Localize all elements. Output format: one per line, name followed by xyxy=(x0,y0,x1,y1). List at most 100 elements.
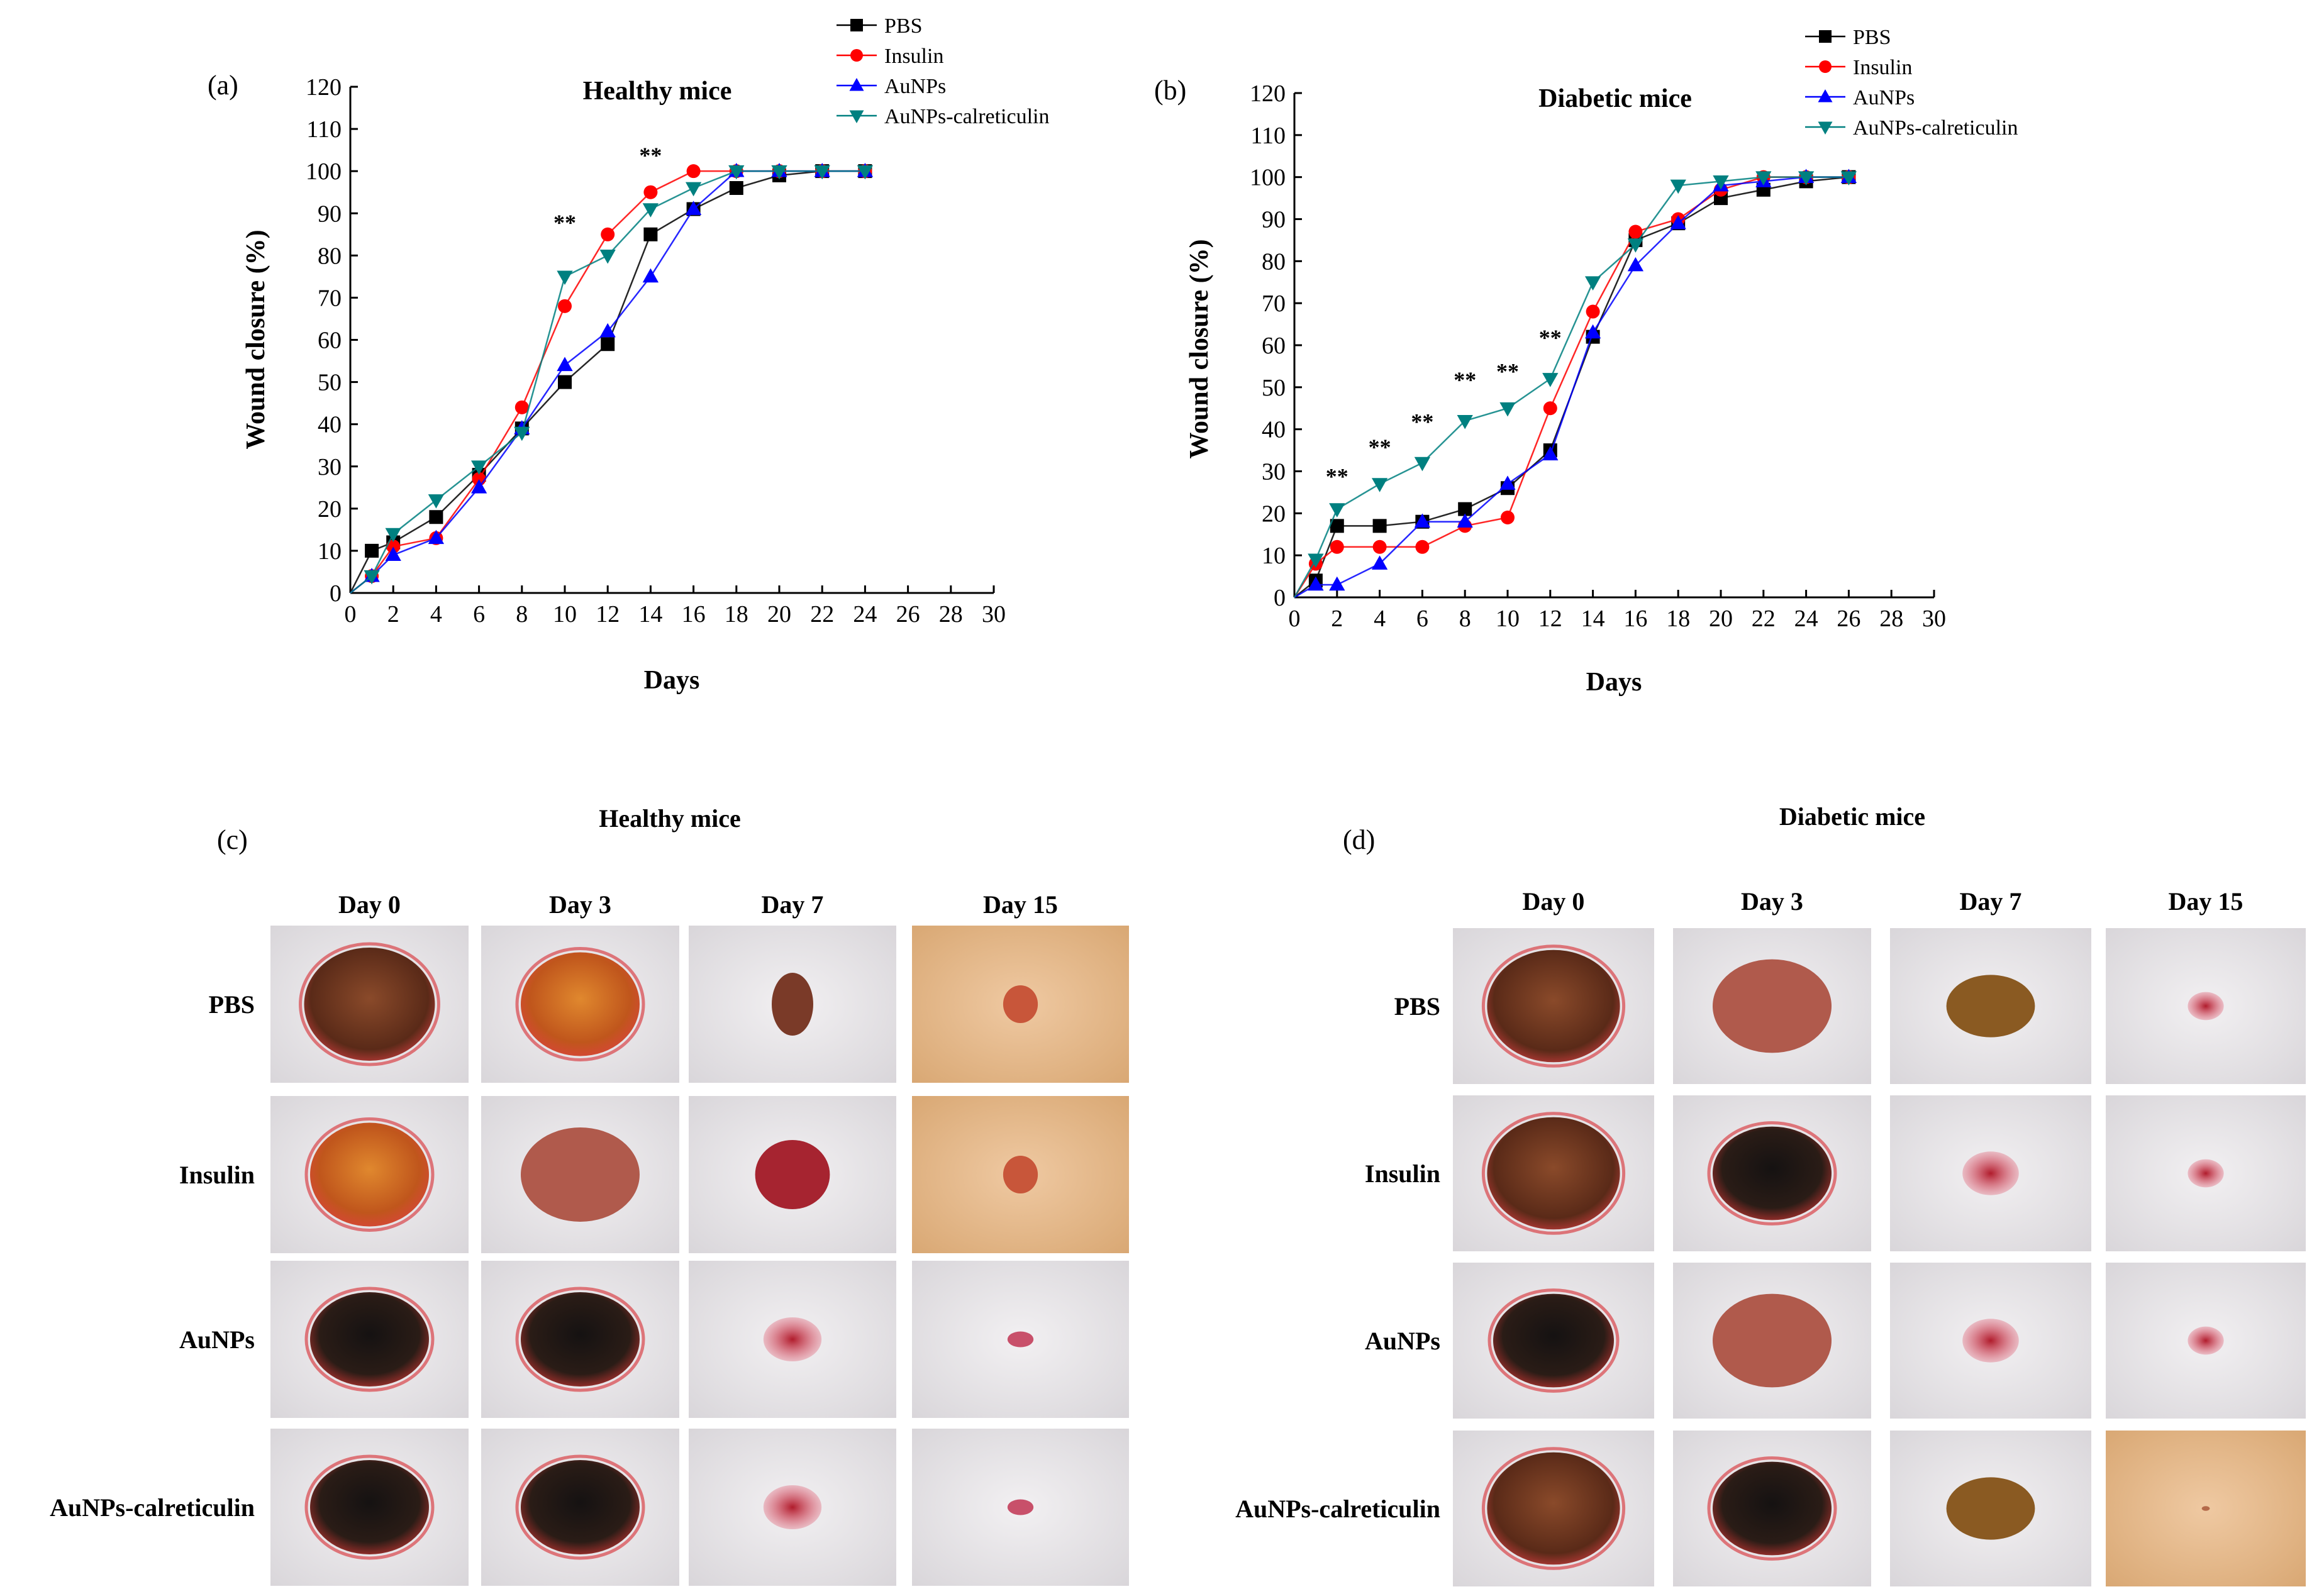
y-tick-label: 50 xyxy=(1262,375,1286,401)
wound-edge xyxy=(304,1287,435,1392)
day-column-header: Day 3 xyxy=(1741,887,1803,916)
data-point-AuNPs-calreticulin xyxy=(857,165,874,180)
x-tick-label: 2 xyxy=(1331,606,1343,632)
wound-photo xyxy=(2106,928,2306,1084)
wound-edge xyxy=(515,1287,645,1392)
wound-area xyxy=(304,948,435,1061)
data-point-Insulin xyxy=(643,185,658,199)
y-tick-label: 100 xyxy=(1250,165,1286,191)
wound-area xyxy=(2188,1326,2224,1355)
day-column-header: Day 7 xyxy=(1960,887,2022,916)
panel-label: (c) xyxy=(217,824,248,855)
wound-area xyxy=(1713,1293,1832,1388)
x-tick-label: 8 xyxy=(516,601,528,628)
day-column-header: Day 0 xyxy=(338,890,401,919)
y-axis-label: Wound closure (%) xyxy=(1185,239,1214,458)
x-axis-label: Days xyxy=(644,666,700,695)
wound-photo xyxy=(1673,1095,1871,1251)
wound-photo xyxy=(481,1429,679,1586)
y-tick-label: 0 xyxy=(330,580,342,607)
wound-area xyxy=(521,1292,640,1386)
data-point-AuNPs-calreticulin xyxy=(1457,414,1473,429)
y-tick-label: 90 xyxy=(318,201,342,227)
panel-label: (b) xyxy=(1154,75,1186,106)
x-tick-label: 28 xyxy=(1879,606,1903,632)
wound-area xyxy=(772,973,813,1036)
wound-area xyxy=(1713,1126,1832,1220)
wound-photo xyxy=(912,1429,1129,1586)
wound-photo xyxy=(270,926,469,1083)
x-tick-label: 26 xyxy=(896,601,920,628)
data-point-Insulin xyxy=(514,400,529,414)
y-tick-label: 110 xyxy=(306,116,342,143)
data-point-AuNPs-calreticulin xyxy=(514,426,530,441)
x-tick-label: 10 xyxy=(553,601,577,628)
significance-annotation: ** xyxy=(1496,358,1519,384)
data-point-AuNPs xyxy=(1457,513,1473,528)
wound-area xyxy=(1493,1293,1614,1388)
wound-photo xyxy=(2106,1095,2306,1251)
wound-area xyxy=(2188,992,2224,1021)
wound-photo xyxy=(270,1261,469,1418)
data-point-AuNPs-calreticulin xyxy=(685,182,702,197)
wound-area xyxy=(521,952,640,1056)
wound-photo xyxy=(2106,1431,2306,1586)
data-point-AuNPs-calreticulin xyxy=(557,270,573,285)
wound-area xyxy=(2201,1506,2210,1511)
data-point-AuNPs xyxy=(1308,576,1324,591)
wound-photo xyxy=(481,1261,679,1418)
data-point-PBS xyxy=(365,543,379,558)
significance-annotation: ** xyxy=(1326,464,1348,489)
data-point-Insulin xyxy=(601,227,615,241)
data-point-Insulin xyxy=(1586,304,1600,319)
data-point-AuNPs xyxy=(1670,214,1686,230)
legend-marker xyxy=(849,78,864,91)
data-point-PBS xyxy=(429,510,443,524)
legend-label: PBS xyxy=(1853,26,1891,49)
series-line-PBS xyxy=(1294,176,1849,598)
y-tick-label: 30 xyxy=(318,454,342,480)
chart-title: Diabetic mice xyxy=(1538,84,1692,113)
wound-area xyxy=(1487,949,1620,1063)
significance-annotation: ** xyxy=(1539,325,1562,350)
data-point-Insulin xyxy=(1415,540,1430,554)
treatment-row-label: AuNPs-calreticulin xyxy=(50,1493,255,1522)
y-tick-label: 30 xyxy=(1262,459,1286,485)
wound-photo xyxy=(912,1261,1129,1418)
data-point-AuNPs-calreticulin xyxy=(1713,175,1729,190)
legend-marker xyxy=(1818,121,1833,135)
legend-label: AuNPs xyxy=(1853,86,1915,109)
wound-area xyxy=(521,1460,640,1554)
wound-area xyxy=(1946,975,2035,1038)
data-point-AuNPs xyxy=(557,357,573,372)
y-tick-label: 90 xyxy=(1262,207,1286,233)
treatment-row-label: Insulin xyxy=(179,1161,255,1189)
wound-edge xyxy=(1487,1288,1620,1393)
data-point-Insulin xyxy=(686,164,701,179)
y-tick-label: 110 xyxy=(1250,123,1286,149)
wound-area xyxy=(1713,959,1832,1053)
x-tick-label: 0 xyxy=(1289,606,1301,632)
data-point-AuNPs-calreticulin xyxy=(1414,457,1431,472)
wound-photo xyxy=(689,926,896,1083)
photo-panel-title: Diabetic mice xyxy=(1779,802,1925,831)
data-point-AuNPs xyxy=(1627,257,1644,272)
data-point-Insulin xyxy=(1628,224,1643,239)
data-point-AuNPs-calreticulin xyxy=(771,165,787,180)
day-column-header: Day 7 xyxy=(762,890,824,919)
legend-label: AuNPs-calreticulin xyxy=(1853,116,2018,140)
legend-label: Insulin xyxy=(884,45,943,68)
wound-area xyxy=(310,1460,429,1554)
data-point-PBS xyxy=(1458,502,1472,516)
x-tick-label: 18 xyxy=(1666,606,1690,632)
significance-annotation: ** xyxy=(639,143,662,168)
x-tick-label: 12 xyxy=(1538,606,1562,632)
day-column-header: Day 15 xyxy=(983,890,1058,919)
wound-edge xyxy=(299,942,440,1066)
wound-photo xyxy=(481,926,679,1083)
data-point-AuNPs xyxy=(470,479,487,494)
x-tick-label: 12 xyxy=(596,601,620,628)
data-point-Insulin xyxy=(558,299,572,313)
data-point-AuNPs-calreticulin xyxy=(428,494,445,509)
